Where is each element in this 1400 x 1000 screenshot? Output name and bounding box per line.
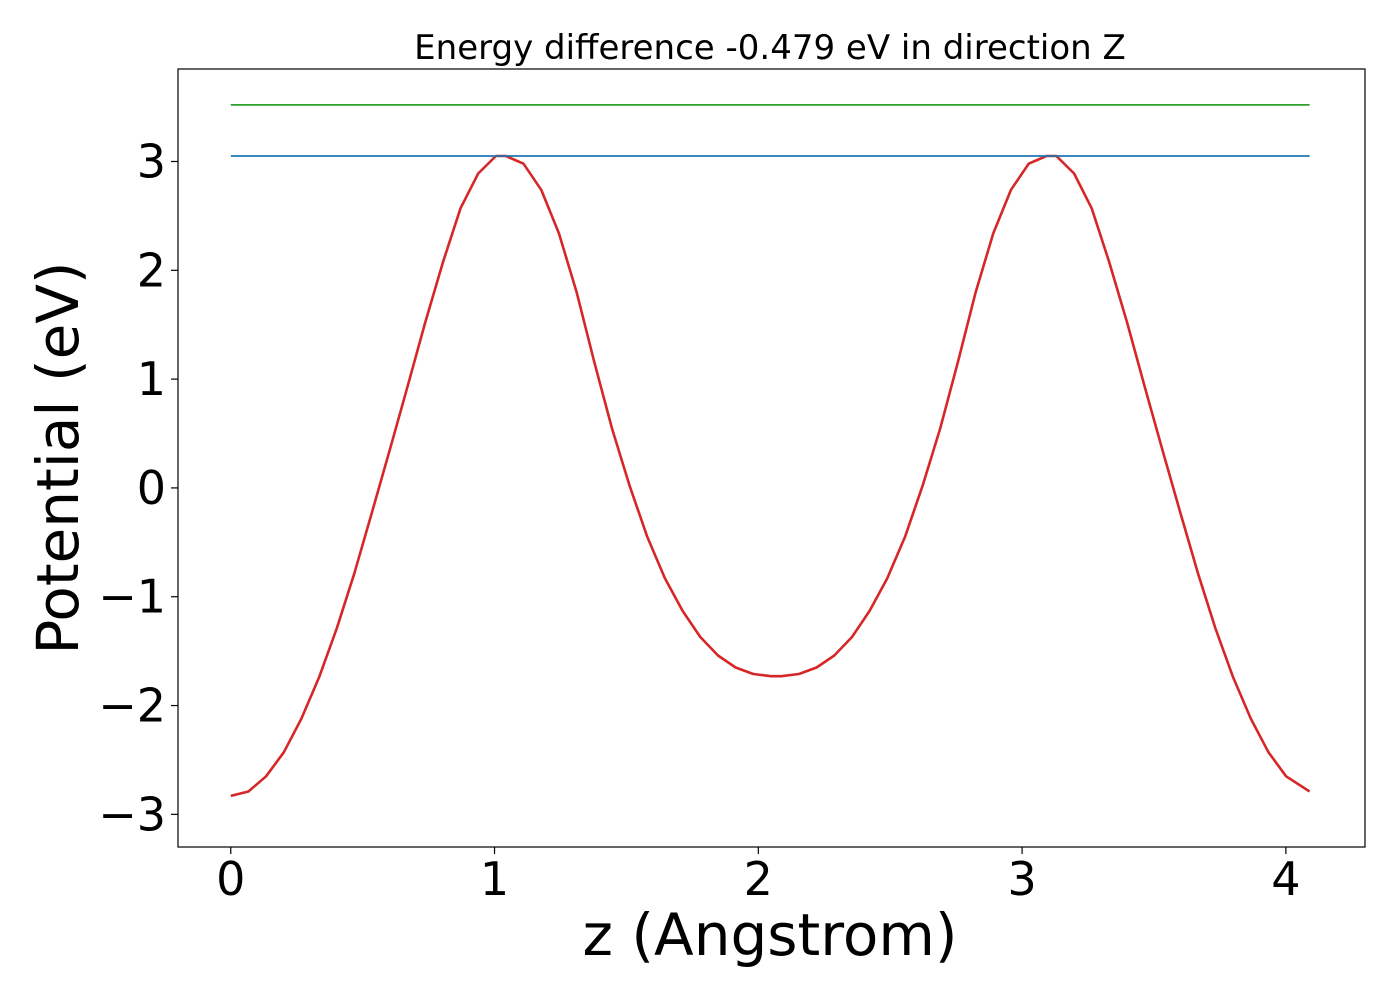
x-tick-label: 4 <box>1271 852 1300 906</box>
x-tick-label: 2 <box>744 852 773 906</box>
x-tick-label: 1 <box>480 852 509 906</box>
x-axis-label: z (Angstrom) <box>583 901 958 969</box>
y-tick-label: −2 <box>98 679 166 733</box>
x-tick-label: 0 <box>216 852 245 906</box>
potential-line <box>230 154 1311 798</box>
axes-frame <box>177 68 1366 848</box>
x-tick-label: 3 <box>1007 852 1036 906</box>
y-axis: −3 −2 −1 0 1 2 3 <box>98 134 178 841</box>
y-tick-label: −3 <box>98 787 166 841</box>
y-tick-label: −1 <box>98 570 166 624</box>
y-tick-label: 1 <box>137 352 166 406</box>
y-tick-label: 3 <box>137 134 166 188</box>
y-tick-label: 2 <box>137 243 166 297</box>
chart-title: Energy difference -0.479 eV in direction… <box>414 28 1126 68</box>
y-tick-label: 0 <box>137 461 166 515</box>
y-axis-label: Potential (eV) <box>24 261 92 654</box>
plot-area <box>230 104 1311 798</box>
x-axis: 0 1 2 3 4 <box>216 847 1301 906</box>
